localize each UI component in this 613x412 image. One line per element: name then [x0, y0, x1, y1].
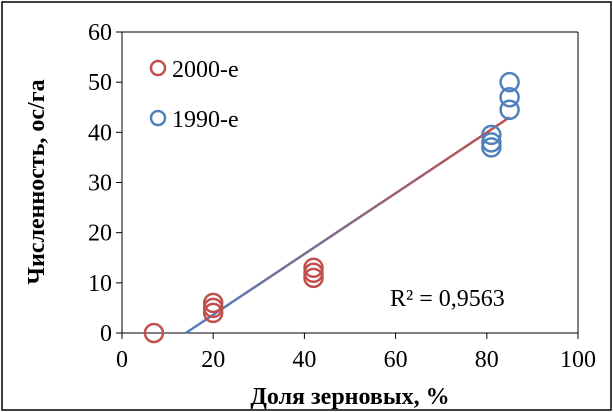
- x-tick-label: 40: [292, 347, 316, 373]
- data-point-1990: [481, 132, 502, 153]
- r-squared-annotation: R² = 0,9563: [390, 286, 505, 312]
- y-tick-label: 30: [88, 171, 112, 197]
- y-tick-label: 40: [88, 120, 112, 146]
- x-axis-title: Доля зерновых, %: [250, 384, 449, 410]
- data-point-1990: [499, 86, 520, 108]
- data-point-1990: [481, 124, 502, 146]
- data-point-2000: [202, 302, 224, 324]
- trendline: [185, 116, 511, 335]
- x-tick-label: 0: [116, 347, 128, 373]
- x-tick-label: 100: [560, 347, 596, 373]
- data-point-1990: [499, 99, 520, 121]
- y-tick-label: 0: [100, 321, 112, 347]
- x-tick-label: 20: [201, 347, 225, 373]
- legend-marker-2000: [149, 59, 167, 77]
- y-tick-label: 50: [88, 70, 112, 96]
- x-tick-label: 60: [384, 347, 408, 373]
- data-point-2000: [202, 297, 224, 319]
- legend-marker-1990: [149, 109, 167, 127]
- y-tick-label: 20: [88, 221, 112, 247]
- data-point-2000: [303, 262, 324, 284]
- y-tick-label: 60: [88, 20, 112, 46]
- legend: 2000-е 1990-е: [149, 57, 239, 133]
- y-axis-ticks: 0 10 20 30 40 50 60: [88, 20, 122, 347]
- x-axis-ticks: 0 20 40 60 80 100: [116, 333, 596, 373]
- data-point-2000: [202, 292, 224, 314]
- y-tick-label: 10: [88, 271, 112, 297]
- data-point-2000: [143, 322, 165, 344]
- y-axis-title: Численность, ос/га: [24, 79, 50, 284]
- legend-label-2000: 2000-е: [172, 57, 239, 83]
- data-points: [143, 71, 520, 344]
- data-point-2000: [303, 267, 324, 289]
- x-tick-label: 80: [475, 347, 499, 373]
- legend-label-1990: 1990-е: [172, 107, 239, 133]
- data-point-1990: [499, 71, 520, 93]
- data-point-2000: [303, 257, 324, 279]
- data-point-1990: [481, 137, 502, 158]
